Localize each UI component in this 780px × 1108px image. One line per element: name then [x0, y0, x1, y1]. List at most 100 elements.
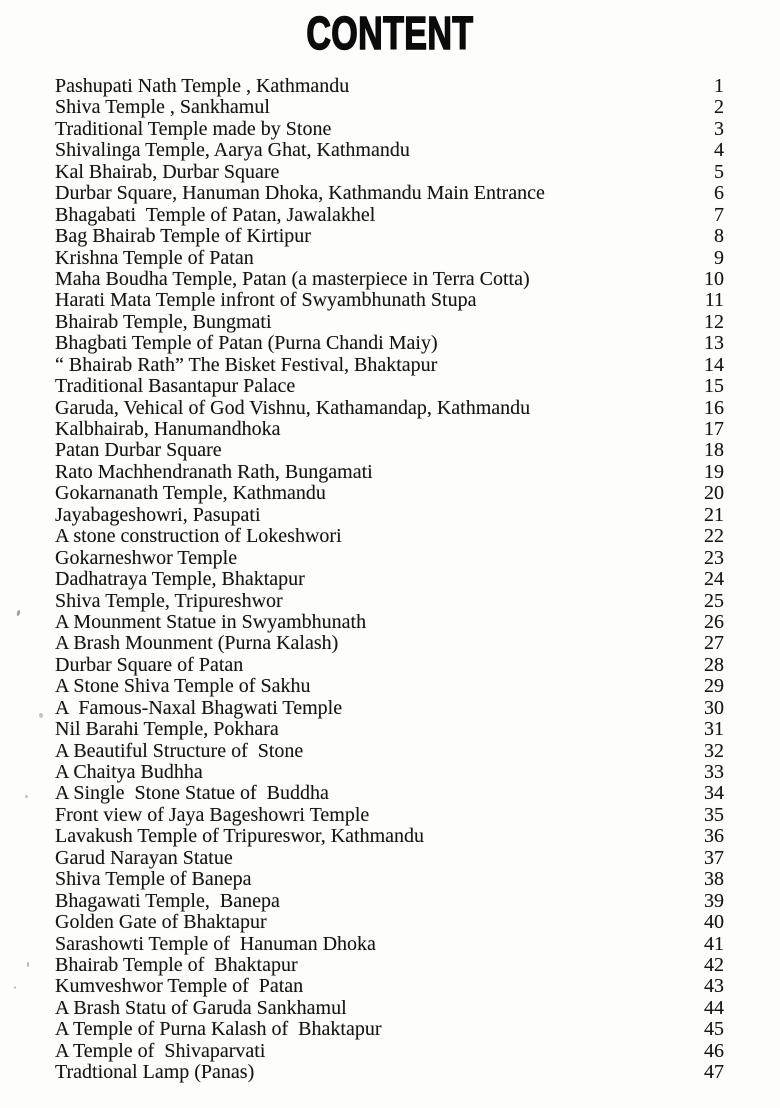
toc-entry: Pashupati Nath Temple , Kathmandu 1: [55, 75, 724, 97]
toc-entry-page-number: 45: [704, 1018, 724, 1041]
toc-entry-page-number: 24: [704, 568, 724, 591]
toc-entry-page-number: 18: [704, 439, 724, 462]
toc-entry-title: A Single Stone Statue of Buddha: [55, 782, 329, 805]
toc-entry-page-number: 7: [714, 203, 724, 226]
toc-entry-title: A Brash Statu of Garuda Sankhamul: [55, 996, 347, 1019]
toc-entry-title: Garuda, Vehical of God Vishnu, Kathamand…: [55, 396, 531, 419]
toc-entry: Shiva Temple, Tripureshwor 25: [55, 589, 724, 612]
toc-entry-title: A Famous-Naxal Bhagwati Temple: [55, 696, 343, 719]
toc-entry-page-number: 16: [704, 396, 724, 419]
toc-entry: Garuda, Vehical of God Vishnu, Kathamand…: [55, 396, 724, 419]
toc-entry-page-number: 40: [704, 911, 724, 934]
toc-entry-page-number: 14: [704, 353, 724, 376]
page-title: CONTENT: [0, 7, 780, 59]
toc-entry-title: Shiva Temple, Tripureshwor: [55, 589, 283, 612]
toc-entry-page-number: 39: [704, 889, 724, 912]
toc-entry-page-number: 44: [704, 996, 724, 1019]
toc-entry: Dadhatraya Temple, Bhaktapur 24: [55, 568, 724, 591]
toc-entry-title: Bhagbati Temple of Patan (Purna Chandi M…: [55, 332, 438, 355]
toc-entry-title: A Mounment Statue in Swyambhunath: [55, 610, 367, 633]
toc-entry: Harati Mata Temple infront of Swyambhuna…: [55, 289, 724, 312]
toc-entry-title: Garud Narayan Statue: [55, 846, 233, 869]
toc-entry-title: Bhairab Temple of Bhaktapur: [55, 953, 298, 976]
toc-entry: A Chaitya Budhha 33: [55, 761, 724, 783]
toc-entry-title: Gokarnanath Temple, Kathmandu: [55, 482, 326, 505]
toc-entry-title: A Temple of Purna Kalash of Bhaktapur: [55, 1018, 382, 1041]
toc-entry-title: Maha Boudha Temple, Patan (a masterpiece…: [55, 267, 530, 290]
toc-entry-title: Bhairab Temple, Bungmati: [55, 310, 272, 333]
toc-entry-page-number: 4: [714, 139, 724, 162]
toc-entry-title: Pashupati Nath Temple , Kathmandu: [55, 75, 350, 97]
toc-entry-page-number: 29: [704, 675, 724, 698]
toc-entry: Kumveshwor Temple of Patan 43: [55, 975, 724, 997]
toc-entry-page-number: 38: [704, 868, 724, 891]
toc-entry-title: Traditional Basantapur Palace: [55, 375, 296, 398]
toc-entry: Gokarneshwor Temple 23: [55, 547, 724, 569]
toc-entry-page-number: 47: [704, 1061, 724, 1084]
toc-entry-title: Durbar Square of Patan: [55, 653, 244, 676]
toc-entry-title: A Brash Mounment (Purna Kalash): [55, 632, 339, 655]
toc-entry-page-number: 22: [704, 525, 724, 548]
toc-entry-title: Krishna Temple of Patan: [55, 246, 254, 269]
toc-entry-page-number: 26: [704, 610, 724, 633]
toc-entry-title: Harati Mata Temple infront of Swyambhuna…: [55, 289, 477, 312]
toc-entry-title: Nil Barahi Temple, Pokhara: [55, 718, 279, 741]
toc-entry: A Temple of Shivaparvati 46: [55, 1039, 724, 1062]
toc-entry: Traditional Basantapur Palace 15: [55, 375, 724, 398]
toc-entry-title: Kal Bhairab, Durbar Square: [55, 160, 280, 183]
toc-entry-title: Golden Gate of Bhaktapur: [55, 911, 267, 934]
toc-entry: Shiva Temple , Sankhamul 2: [55, 96, 724, 119]
toc-entry: Sarashowti Temple of Hanuman Dhoka 41: [55, 932, 724, 955]
toc-entry: Jayabageshowri, Pasupati 21: [55, 504, 724, 526]
toc-entry-title: A Beautiful Structure of Stone: [55, 739, 304, 762]
toc-entry-title: Durbar Square, Hanuman Dhoka, Kathmandu …: [55, 182, 545, 205]
toc-entry-page-number: 13: [704, 332, 724, 355]
toc-entry-page-number: 9: [714, 246, 724, 269]
toc-entry: Bhagbati Temple of Patan (Purna Chandi M…: [55, 332, 724, 355]
toc-entry-page-number: 34: [704, 782, 724, 805]
toc-entry-title: Shiva Temple , Sankhamul: [55, 96, 270, 119]
scan-speck: [39, 713, 43, 718]
toc-entry: Kalbhairab, Hanumandhoka 17: [55, 418, 724, 440]
toc-entry-page-number: 42: [704, 953, 724, 976]
toc-entry-title: Kalbhairab, Hanumandhoka: [55, 418, 281, 440]
toc-entry: Nil Barahi Temple, Pokhara 31: [55, 718, 724, 741]
toc-entry-page-number: 31: [704, 718, 724, 741]
toc-entry: Bhagabati Temple of Patan, Jawalakhel 7: [55, 203, 724, 226]
toc-entry-page-number: 5: [714, 160, 724, 183]
toc-entry-page-number: 36: [704, 825, 724, 848]
toc-entry: Tradtional Lamp (Panas) 47: [55, 1061, 724, 1084]
toc-entry-page-number: 28: [704, 653, 724, 676]
toc-entry-title: Bag Bhairab Temple of Kirtipur: [55, 225, 311, 248]
toc-entry: Gokarnanath Temple, Kathmandu 20: [55, 482, 724, 505]
toc-entry-page-number: 33: [704, 761, 724, 783]
toc-entry: Bhagawati Temple, Banepa 39: [55, 889, 724, 912]
toc-entry-title: A Stone Shiva Temple of Sakhu: [55, 675, 311, 698]
toc-entry: Shivalinga Temple, Aarya Ghat, Kathmandu…: [55, 139, 724, 162]
toc-entry: Durbar Square, Hanuman Dhoka, Kathmandu …: [55, 182, 724, 205]
toc-entry: Front view of Jaya Bageshowri Temple 35: [55, 804, 724, 826]
toc-entry-title: Bhagabati Temple of Patan, Jawalakhel: [55, 203, 376, 226]
toc-entry-page-number: 20: [704, 482, 724, 505]
toc-entry-title: A Temple of Shivaparvati: [55, 1039, 266, 1062]
toc-entry-page-number: 10: [704, 267, 724, 290]
scan-speck: [25, 795, 28, 798]
toc-entry-page-number: 41: [704, 932, 724, 955]
toc-entry: Durbar Square of Patan 28: [55, 653, 724, 676]
toc-entry: A stone construction of Lokeshwori 22: [55, 525, 724, 548]
toc-entry: Bhairab Temple of Bhaktapur 42: [55, 953, 724, 976]
scan-speck: [27, 962, 29, 967]
toc-entry-page-number: 15: [704, 375, 724, 398]
toc-entry: Bag Bhairab Temple of Kirtipur 8: [55, 225, 724, 248]
toc-entry-page-number: 1: [714, 75, 724, 97]
toc-entry: Bhairab Temple, Bungmati 12: [55, 310, 724, 333]
toc-entry: A Brash Statu of Garuda Sankhamul 44: [55, 996, 724, 1019]
toc-entry-page-number: 11: [704, 289, 724, 312]
toc-entry: A Mounment Statue in Swyambhunath 26: [55, 610, 724, 633]
toc-entry-title: Shivalinga Temple, Aarya Ghat, Kathmandu: [55, 139, 410, 162]
scan-speck: [16, 609, 21, 617]
toc-entry-page-number: 17: [704, 418, 724, 440]
toc-entry-title: A Chaitya Budhha: [55, 761, 203, 783]
toc-entry-title: A stone construction of Lokeshwori: [55, 525, 342, 548]
